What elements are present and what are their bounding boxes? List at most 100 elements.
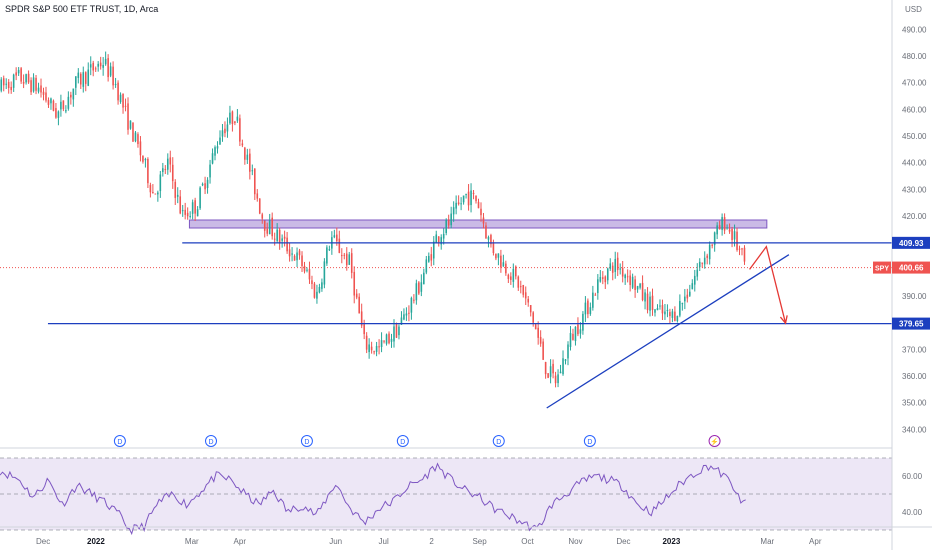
- candle-body: [174, 181, 177, 198]
- ascending-trendline: [546, 254, 790, 409]
- candle-body: [132, 122, 134, 142]
- candle-body: [634, 279, 636, 290]
- candle-body: [308, 269, 311, 280]
- dividend-marker-label: D: [208, 439, 213, 446]
- candle-body: [241, 143, 244, 146]
- candle-body: [475, 195, 477, 202]
- time-tick-label: Oct: [521, 537, 534, 546]
- candle-body: [271, 217, 273, 237]
- candle-body: [99, 62, 102, 67]
- candle-body: [495, 253, 497, 259]
- candle-body: [507, 274, 510, 279]
- candle-body: [55, 108, 57, 118]
- candle-body: [166, 158, 169, 170]
- candle-body: [738, 248, 741, 250]
- chart-title: SPDR S&P 500 ETF TRUST, 1D, Arca: [5, 4, 159, 14]
- candle-body: [62, 100, 65, 110]
- candle-body: [57, 111, 60, 118]
- candle-body: [169, 157, 172, 165]
- indicator-tick-label: 60.00: [902, 472, 923, 481]
- candle-body: [127, 103, 129, 130]
- time-tick-label: Apr: [234, 537, 247, 546]
- candle-body: [291, 253, 293, 255]
- candle-body: [614, 259, 617, 272]
- candle-body: [398, 326, 400, 336]
- candle-body: [574, 326, 577, 342]
- candle-body: [249, 153, 251, 172]
- candle-body: [196, 209, 199, 217]
- level-price-tag: [892, 236, 930, 249]
- candle-body: [345, 253, 348, 266]
- candle-body: [65, 110, 67, 112]
- candle-body: [455, 202, 457, 209]
- candle-body: [423, 272, 425, 285]
- candle-body: [674, 311, 676, 321]
- dividend-marker: [113, 435, 126, 447]
- time-tick-label: Jul: [379, 537, 389, 546]
- candle-body: [199, 187, 201, 209]
- candle-body: [609, 263, 612, 269]
- candle-body: [713, 232, 716, 246]
- candle-body: [0, 79, 3, 91]
- price-tick-label: 480.00: [902, 52, 927, 61]
- candle-body: [336, 234, 338, 242]
- candle-body: [209, 164, 211, 178]
- candle-body: [524, 292, 527, 299]
- candle-body: [343, 254, 346, 256]
- time-tick-label: 2022: [87, 537, 105, 546]
- price-tick-label: 390.00: [902, 292, 927, 301]
- candle-body: [534, 324, 537, 330]
- candle-body: [723, 217, 726, 231]
- candle-body: [316, 291, 318, 299]
- candle-body: [741, 248, 743, 250]
- candle-body: [544, 362, 547, 375]
- candle-body: [572, 333, 574, 340]
- candle-body: [403, 314, 405, 320]
- candle-body: [579, 329, 582, 334]
- candle-body: [681, 303, 684, 305]
- candle-body: [373, 351, 375, 353]
- candle-body: [594, 294, 597, 296]
- candle-body: [119, 94, 122, 102]
- candle-body: [669, 312, 671, 317]
- candle-body: [405, 313, 408, 316]
- candle-body: [363, 324, 365, 335]
- candle-body: [378, 346, 380, 348]
- candle-body: [430, 254, 433, 261]
- candle-body: [216, 146, 219, 149]
- current-price-tag-text: 400.66: [899, 264, 924, 273]
- candle-body: [519, 286, 522, 288]
- candle-body: [45, 92, 47, 101]
- dividend-marker-label: D: [496, 439, 501, 446]
- candle-body: [559, 371, 562, 374]
- candle-body: [629, 275, 631, 285]
- candle-body: [611, 265, 614, 273]
- candle-body: [408, 312, 410, 314]
- candle-body: [502, 262, 505, 267]
- candle-body: [445, 219, 447, 234]
- candle-body: [355, 293, 358, 298]
- time-axis: Dec 2022 Mar Apr Jun Jul 2 Sep Oct Nov Dec 2023 Mar A…: [36, 537, 822, 546]
- candle-body: [564, 359, 567, 361]
- candle-body: [691, 283, 694, 290]
- candle-body: [40, 85, 42, 93]
- candle-body: [52, 100, 55, 111]
- candlestick-series: [0, 51, 746, 388]
- candle-body: [298, 250, 301, 256]
- candle-body: [321, 282, 323, 289]
- candle-body: [246, 154, 249, 160]
- candle-body: [306, 269, 308, 271]
- candle-body: [646, 293, 649, 311]
- level-price-tag-text: 409.93: [899, 239, 924, 248]
- level-price-tag: [892, 317, 930, 330]
- candle-body: [244, 147, 246, 160]
- candle-body: [22, 81, 25, 84]
- candle-body: [293, 255, 296, 261]
- candle-body: [114, 83, 117, 86]
- candle-body: [731, 229, 733, 241]
- candle-body: [383, 340, 385, 342]
- candle-body: [418, 282, 420, 294]
- candle-body: [149, 184, 152, 193]
- candle-body: [549, 366, 552, 377]
